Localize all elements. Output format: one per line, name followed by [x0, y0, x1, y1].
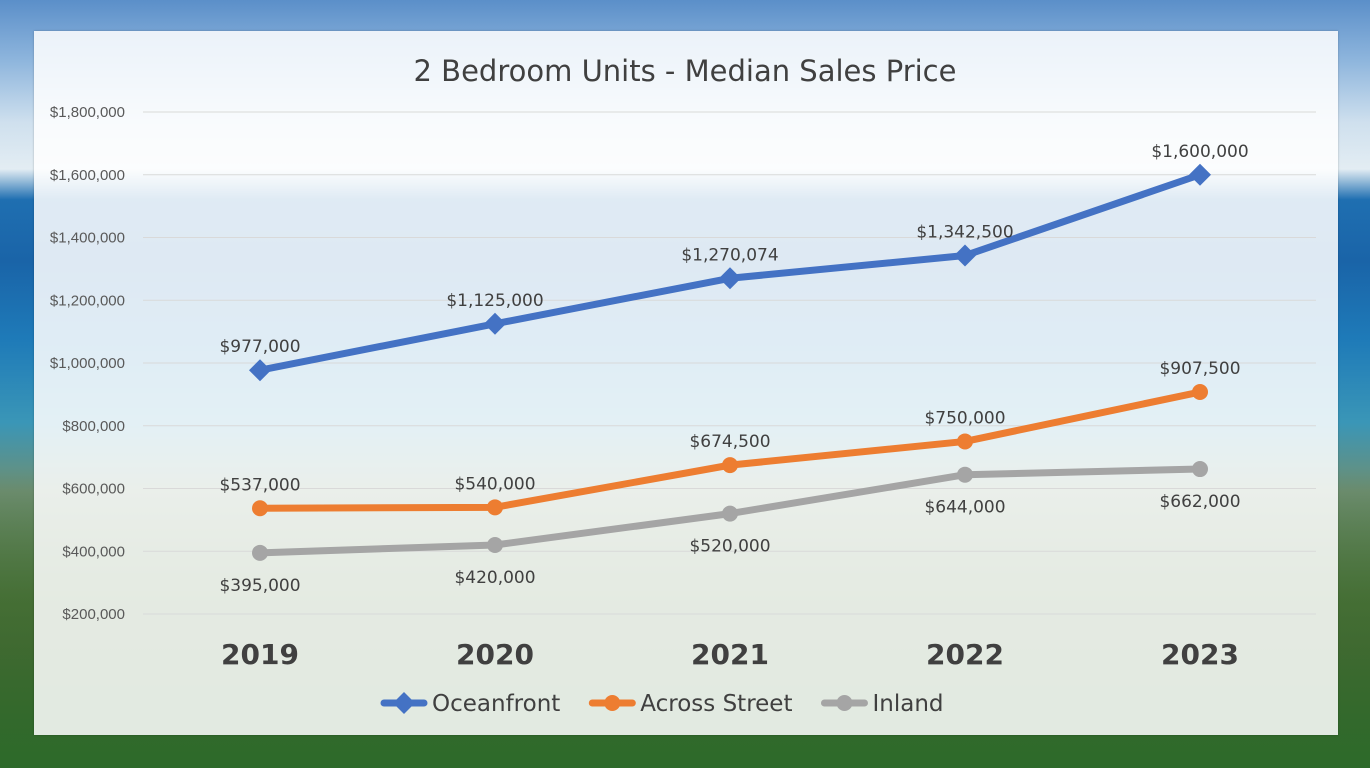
series-inland: $395,000 $420,000 $520,000 $644,000 $662,000 — [219, 461, 1241, 596]
data-label: $420,000 — [454, 568, 535, 588]
legend-label: Inland — [872, 691, 943, 717]
data-label: $1,600,000 — [1151, 142, 1248, 162]
data-point — [487, 499, 503, 516]
data-label: $520,000 — [689, 537, 770, 557]
data-label: $1,270,074 — [681, 245, 778, 265]
data-point — [722, 457, 738, 474]
legend-item: Oceanfront — [380, 691, 560, 717]
x-tick-label: 2023 — [1161, 638, 1239, 671]
data-point — [252, 500, 268, 517]
x-tick-label: 2022 — [926, 638, 1004, 671]
y-tick-label: $1,200,000 — [50, 292, 125, 309]
chart-panel — [34, 31, 1338, 735]
legend-label: Oceanfront — [432, 691, 560, 717]
data-label: $1,125,000 — [446, 291, 543, 311]
legend-marker — [604, 695, 621, 711]
chart-title: 2 Bedroom Units - Median Sales Price — [414, 54, 957, 88]
y-axis-ticks: $1,800,000 $1,600,000 $1,400,000 $1,200,000… — [50, 104, 125, 623]
x-tick-label: 2019 — [221, 638, 299, 671]
data-label: $537,000 — [219, 475, 300, 495]
data-point — [487, 536, 503, 553]
data-point — [1192, 461, 1208, 478]
data-point — [249, 359, 271, 382]
data-point — [252, 544, 268, 561]
data-label: $540,000 — [454, 474, 535, 494]
data-point — [954, 244, 976, 267]
data-label: $644,000 — [924, 498, 1005, 518]
y-tick-label: $400,000 — [62, 543, 125, 560]
data-point — [957, 466, 973, 483]
y-tick-label: $800,000 — [62, 418, 125, 435]
x-tick-label: 2021 — [691, 638, 769, 671]
y-tick-label: $1,800,000 — [50, 104, 125, 121]
y-tick-label: $200,000 — [62, 606, 125, 623]
series-across-street: $537,000 $540,000 $674,500 $750,000 $907,500 — [219, 359, 1241, 517]
legend: Oceanfront Across Street Inland — [380, 691, 944, 717]
series-oceanfront: $977,000 $1,125,000 $1,270,074 $1,342,500 $1… — [219, 142, 1249, 382]
data-label: $395,000 — [219, 576, 300, 596]
data-point — [722, 505, 738, 522]
legend-label: Across Street — [640, 691, 792, 717]
data-label: $750,000 — [924, 408, 1005, 428]
data-point — [484, 312, 506, 335]
data-point — [1192, 384, 1208, 401]
x-tick-label: 2020 — [456, 638, 534, 671]
y-tick-label: $1,000,000 — [50, 355, 125, 372]
x-axis-ticks: 2019 2020 2021 2022 2023 — [221, 638, 1239, 671]
data-label: $977,000 — [219, 337, 300, 357]
y-tick-label: $1,600,000 — [50, 167, 125, 184]
series-group: $977,000 $1,125,000 $1,270,074 $1,342,500 $1… — [219, 142, 1248, 596]
legend-marker — [393, 692, 415, 714]
y-tick-label: $1,400,000 — [50, 230, 125, 247]
legend-item: Across Street — [588, 691, 792, 717]
data-point — [719, 267, 741, 290]
data-label: $674,500 — [689, 432, 770, 452]
legend-marker — [836, 695, 853, 711]
data-label: $907,500 — [1159, 359, 1240, 379]
legend-item: Inland — [820, 691, 944, 717]
data-point — [957, 433, 973, 450]
y-tick-label: $600,000 — [62, 481, 125, 498]
data-label: $1,342,500 — [916, 223, 1013, 243]
data-label: $662,000 — [1159, 492, 1240, 512]
data-point — [1189, 163, 1211, 186]
